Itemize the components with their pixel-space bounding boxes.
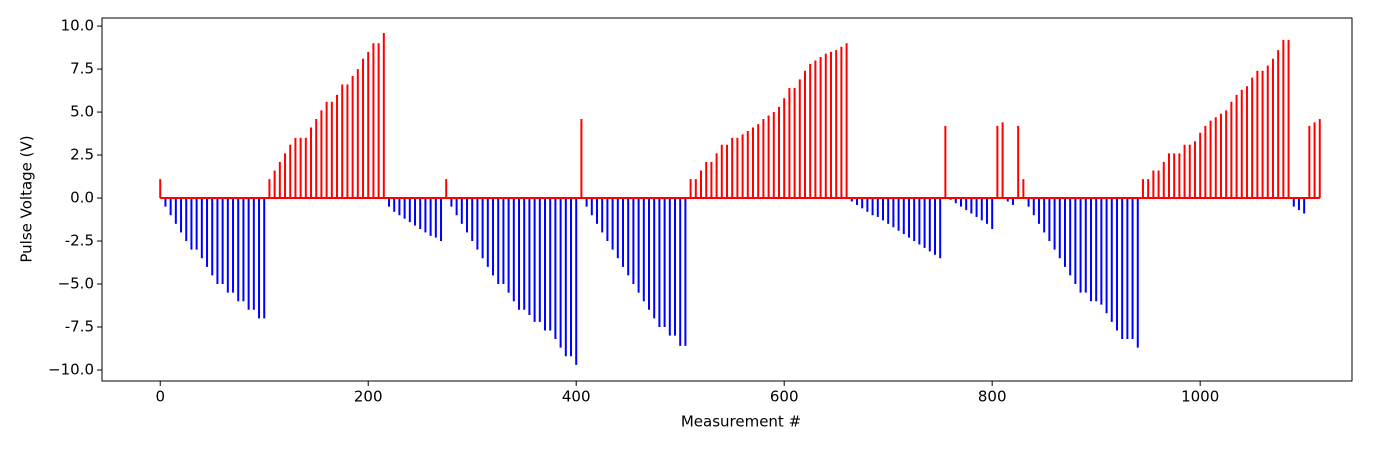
x-tick-label: 600 <box>770 388 799 406</box>
y-axis-label: Pulse Voltage (V) <box>18 135 36 262</box>
y-tick-label: 2.5 <box>70 146 94 164</box>
x-tick-label: 200 <box>354 388 383 406</box>
x-tick-label: 800 <box>978 388 1007 406</box>
x-axis-label: Measurement # <box>681 413 801 431</box>
plot-frame <box>101 17 1353 382</box>
y-tick-label: 10.0 <box>61 17 94 35</box>
x-tick-label: 1000 <box>1181 388 1219 406</box>
y-tick-label: -2.5 <box>65 232 94 250</box>
x-tick-label: 400 <box>562 388 591 406</box>
x-tick-label: 0 <box>155 388 165 406</box>
y-tick-label: −5.0 <box>58 275 94 293</box>
y-tick-label: 0.0 <box>70 189 94 207</box>
y-tick-label: 5.0 <box>70 103 94 121</box>
y-tick-label: 7.5 <box>70 60 94 78</box>
y-tick-label: −10.0 <box>48 360 94 378</box>
y-tick-label: -7.5 <box>65 318 94 336</box>
